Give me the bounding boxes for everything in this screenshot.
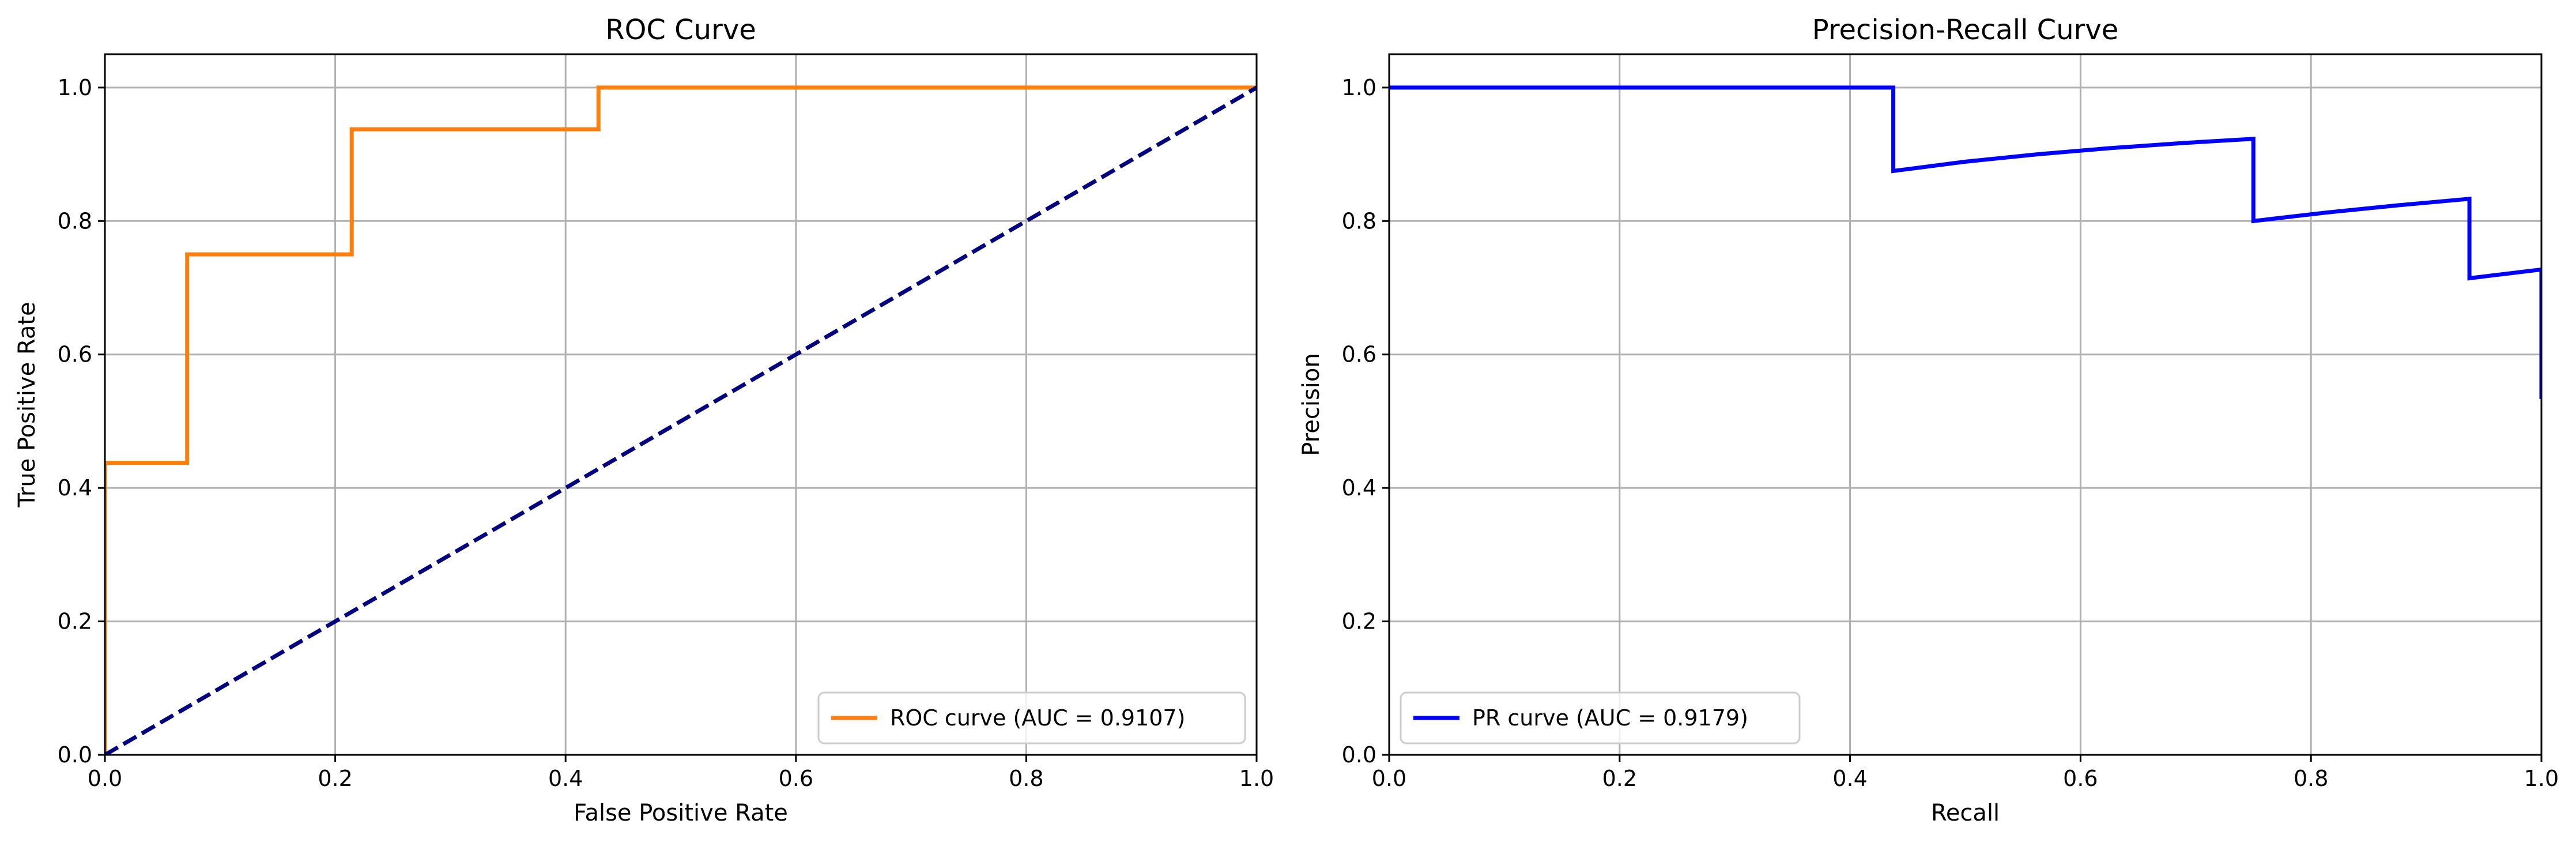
series-group <box>105 85 1257 755</box>
legend-box <box>1400 691 1801 744</box>
roc-curve-line <box>105 85 1257 755</box>
y-tick-label: 0.0 <box>58 742 92 768</box>
y-tick-label: 0.4 <box>1342 475 1376 501</box>
x-axis-label: Recall <box>1931 800 2000 826</box>
axes-frame <box>104 53 1258 756</box>
y-tick-label: 0.8 <box>58 208 92 234</box>
y-tick-label: 1.0 <box>1342 75 1376 100</box>
y-tick-label: 0.4 <box>58 475 92 501</box>
x-tick-label: 0.4 <box>1832 766 1867 791</box>
x-tick-label: 0.0 <box>88 766 122 791</box>
legend-label: PR curve (AUC = 0.9179) <box>1472 705 1748 731</box>
chart-title: ROC Curve <box>605 14 756 46</box>
y-tick-label: 0.2 <box>1342 609 1376 634</box>
x-tick-label: 0.6 <box>779 766 813 791</box>
y-tick-label: 0.2 <box>58 609 92 634</box>
chart-panel-1: 0.0 0.2 0.4 0.6 0.8 1.0 0.0 0.2 0.4 0.6 0.8 1.0 ROC … <box>14 14 1274 826</box>
x-axis-label: False Positive Rate <box>574 800 788 826</box>
x-tick-label: 0.0 <box>1372 766 1406 791</box>
chart-title: Precision-Recall Curve <box>1812 14 2119 46</box>
axes-frame <box>1388 53 2543 756</box>
legend-label: ROC curve (AUC = 0.9107) <box>890 705 1185 731</box>
diagonal-reference-line <box>105 85 1257 755</box>
x-tick-label: 0.4 <box>548 766 583 791</box>
chart-panel-2: 0.0 0.2 0.4 0.6 0.8 1.0 0.0 0.2 0.4 0.6 0.8 1.0 Prec… <box>1298 14 2559 826</box>
x-tick-label: 1.0 <box>2524 766 2559 791</box>
x-tick-label: 0.2 <box>1602 766 1637 791</box>
legend: PR curve (AUC = 0.9179) <box>1400 691 1801 744</box>
x-tick-label: 1.0 <box>1239 766 1274 791</box>
pr-curve-line <box>1389 85 2541 399</box>
y-tick-label: 1.0 <box>58 75 92 100</box>
x-tick-label: 0.6 <box>2063 766 2098 791</box>
x-tick-label: 0.2 <box>318 766 352 791</box>
x-tick-label: 0.8 <box>2294 766 2328 791</box>
series-group <box>1389 85 2541 399</box>
y-axis-label: Precision <box>1298 353 1325 456</box>
x-tick-label: 0.8 <box>1009 766 1043 791</box>
legend: ROC curve (AUC = 0.9107) <box>817 691 1246 744</box>
y-tick-label: 0.8 <box>1342 208 1376 234</box>
y-tick-label: 0.6 <box>58 342 92 367</box>
legend-box <box>817 691 1246 744</box>
y-axis-label: True Positive Rate <box>14 302 40 507</box>
y-tick-label: 0.6 <box>1342 342 1376 367</box>
y-tick-label: 0.0 <box>1342 742 1376 768</box>
